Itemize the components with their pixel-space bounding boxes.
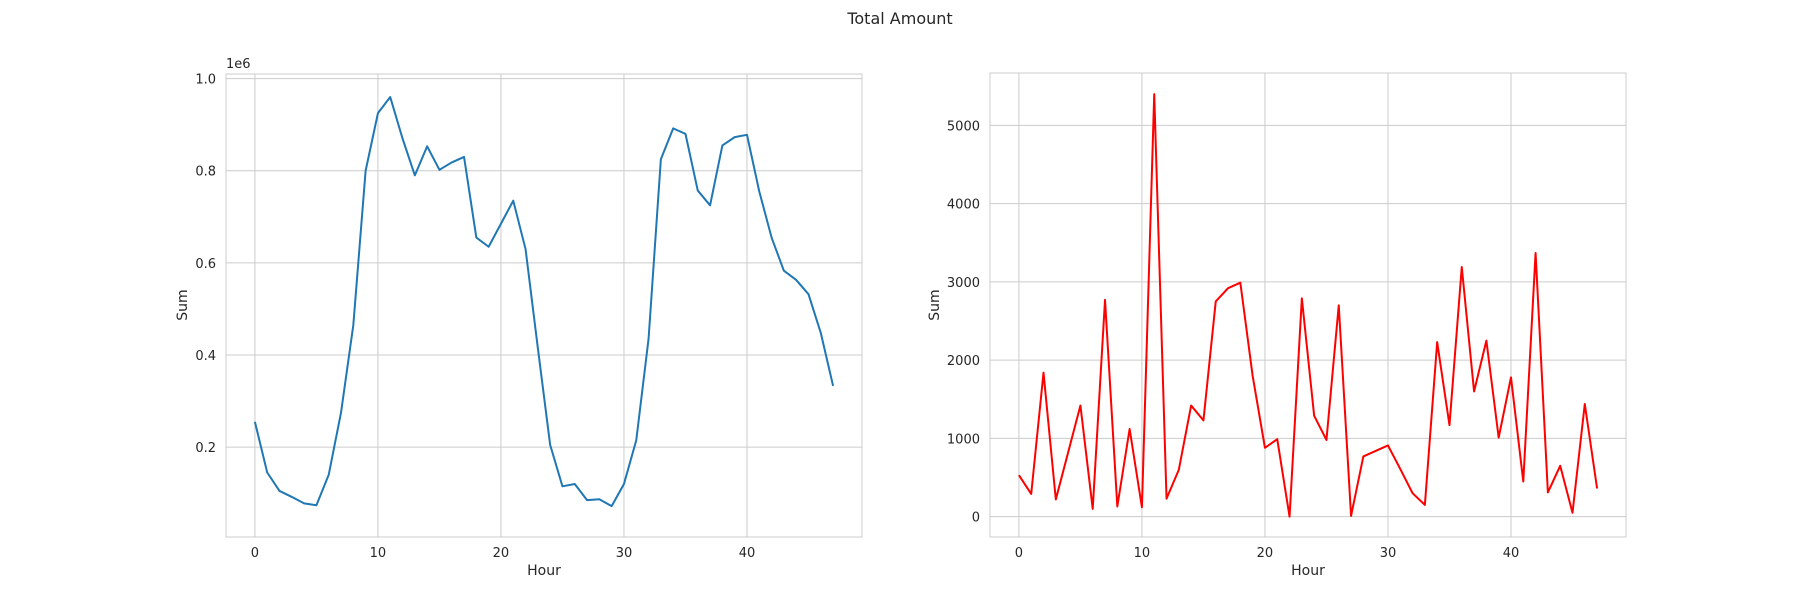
- left-chart-x-tick-labels: 0 10 20 30 40: [251, 546, 755, 561]
- left-chart-x-tick-label: 40: [739, 546, 756, 561]
- left-chart-y-tick-label: 0.8: [195, 165, 216, 180]
- right-chart-y-tick-label: 2000: [947, 354, 980, 369]
- right-chart: 0 10 20 30 40 0 1000 2000 3000 4000 5000 Hour Sum: [927, 72, 1627, 579]
- right-chart-y-axis-label: Sum: [927, 289, 943, 320]
- left-chart-offset-label: 1e6: [226, 57, 251, 72]
- right-chart-series-line: [1018, 93, 1599, 518]
- left-chart-series-line: [253, 96, 835, 508]
- right-chart-y-tick-label: 5000: [947, 119, 980, 134]
- left-chart: 0 10 20 30 40 0.2 0.4 0.6 0.8 1.0 1e6 Hour Sum: [175, 57, 863, 579]
- right-chart-x-tick-label: 40: [1503, 546, 1520, 561]
- figure-title: Total Amount: [846, 9, 952, 28]
- right-chart-y-tick-label: 1000: [947, 432, 980, 447]
- right-chart-y-tick-label: 4000: [947, 198, 980, 213]
- left-chart-y-tick-label: 0.4: [195, 349, 216, 364]
- left-chart-x-tick-label: 0: [251, 546, 259, 561]
- left-chart-grid: [226, 74, 862, 537]
- left-chart-y-tick-label: 0.6: [195, 257, 216, 272]
- left-chart-x-tick-label: 20: [493, 546, 510, 561]
- right-chart-x-tick-label: 20: [1257, 546, 1274, 561]
- right-chart-x-axis-label: Hour: [1291, 563, 1325, 579]
- left-chart-x-tick-label: 10: [370, 546, 387, 561]
- right-chart-y-tick-labels: 0 1000 2000 3000 4000 5000: [947, 119, 980, 525]
- right-chart-x-tick-label: 30: [1380, 546, 1397, 561]
- left-chart-x-tick-label: 30: [616, 546, 633, 561]
- right-chart-x-tick-label: 10: [1134, 546, 1151, 561]
- right-chart-y-tick-label: 0: [972, 511, 980, 526]
- right-chart-y-tick-label: 3000: [947, 276, 980, 291]
- left-chart-y-tick-labels: 0.2 0.4 0.6 0.8 1.0: [195, 73, 216, 457]
- left-chart-y-axis-label: Sum: [175, 289, 191, 320]
- left-chart-frame: [225, 73, 863, 538]
- right-chart-x-tick-labels: 0 10 20 30 40: [1015, 546, 1519, 561]
- left-chart-y-tick-label: 0.2: [195, 441, 216, 456]
- left-chart-x-axis-label: Hour: [527, 563, 561, 579]
- right-chart-x-tick-label: 0: [1015, 546, 1023, 561]
- right-chart-frame: [989, 72, 1627, 538]
- left-chart-y-tick-label: 1.0: [195, 73, 216, 88]
